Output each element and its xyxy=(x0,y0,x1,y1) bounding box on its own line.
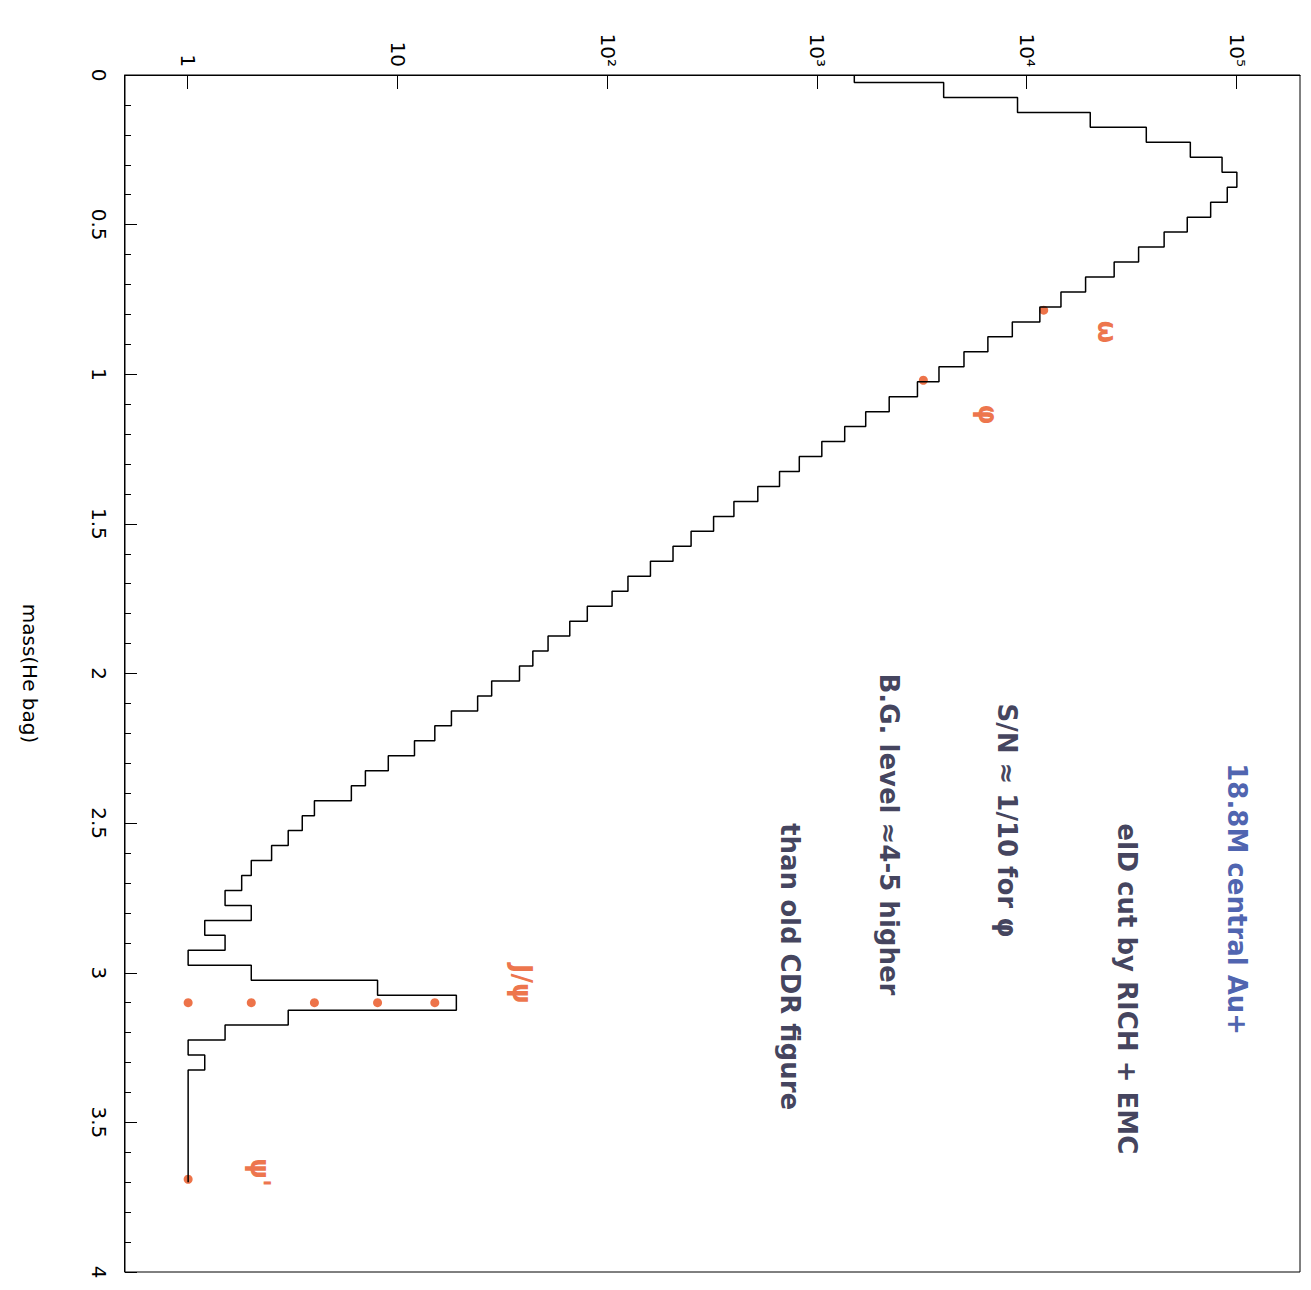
svg-text:eID cut by RICH + EMC: eID cut by RICH + EMC xyxy=(1112,823,1142,1154)
svg-text:J/ψ: J/ψ xyxy=(507,962,537,1004)
svg-text:10⁵: 10⁵ xyxy=(1225,34,1249,67)
svg-text:3: 3 xyxy=(87,966,111,979)
svg-text:S/N ≈ 1/10 for φ: S/N ≈ 1/10 for φ xyxy=(992,703,1022,937)
svg-text:1: 1 xyxy=(176,54,200,67)
svg-text:1: 1 xyxy=(87,368,111,381)
svg-text:10: 10 xyxy=(386,42,410,67)
svg-text:10⁴: 10⁴ xyxy=(1015,34,1039,67)
svg-text:0.5: 0.5 xyxy=(87,209,111,241)
svg-text:3.5: 3.5 xyxy=(87,1106,111,1138)
svg-text:ω: ω xyxy=(1092,320,1122,343)
svg-text:B.G. level ≈4-5 higher: B.G. level ≈4-5 higher xyxy=(874,674,904,996)
svg-text:10²: 10² xyxy=(596,34,620,67)
svg-text:2: 2 xyxy=(87,667,111,680)
svg-text:than old CDR figure: than old CDR figure xyxy=(775,823,805,1110)
svg-text:ψ': ψ' xyxy=(245,1158,275,1187)
svg-text:1.5: 1.5 xyxy=(87,508,111,540)
svg-text:0: 0 xyxy=(87,69,111,82)
svg-text:10³: 10³ xyxy=(805,34,829,67)
svg-text:φ: φ xyxy=(973,404,1003,424)
svg-text:2.5: 2.5 xyxy=(87,807,111,839)
svg-text:4: 4 xyxy=(87,1266,111,1279)
svg-text:mass(He bag): mass(He bag) xyxy=(18,604,42,744)
svg-text:18.8M central Au+: 18.8M central Au+ xyxy=(1222,763,1252,1035)
